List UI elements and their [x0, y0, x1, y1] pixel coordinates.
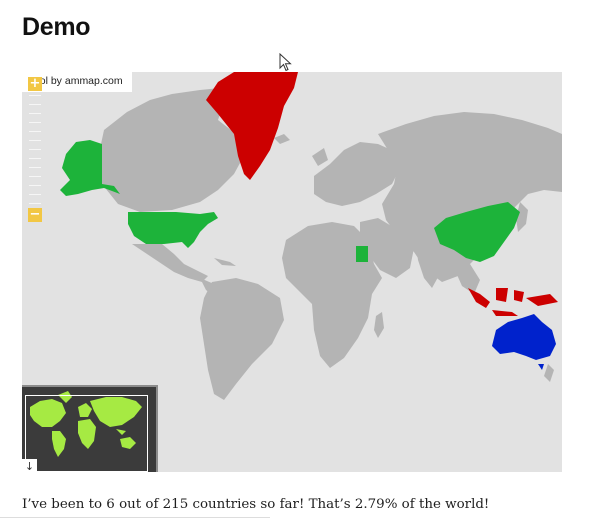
minimap-land [30, 391, 142, 457]
minimap-viewport[interactable] [25, 395, 148, 472]
zoom-slider-tick [29, 167, 41, 168]
region-russia-asia[interactable] [378, 112, 562, 282]
country-australia[interactable] [492, 314, 556, 370]
country-indonesia[interactable] [468, 288, 558, 316]
region-southeast-asia[interactable] [454, 264, 480, 294]
country-united-states[interactable] [128, 212, 218, 248]
region-iceland[interactable] [274, 134, 290, 144]
country-alaska[interactable] [60, 140, 120, 196]
zoom-out-button[interactable]: − [28, 207, 42, 222]
country-canada[interactable] [98, 88, 246, 212]
region-middle-east[interactable] [360, 218, 414, 278]
zoom-slider-tick [29, 95, 41, 96]
minimap-canvas[interactable] [22, 387, 156, 472]
zoom-slider-tick [29, 113, 41, 114]
world-map[interactable]: tool by ammap.com + − [22, 72, 562, 472]
zoom-slider-tick [29, 203, 41, 204]
zoom-slider[interactable] [29, 95, 41, 205]
bottom-divider [0, 517, 270, 518]
zoom-slider-tick [29, 122, 41, 123]
zoom-slider-tick [29, 185, 41, 186]
zoom-slider-tick [29, 131, 41, 132]
region-new-zealand[interactable] [544, 364, 554, 382]
region-japan[interactable] [516, 202, 528, 232]
region-india[interactable] [416, 242, 450, 288]
mouse-cursor-icon [279, 53, 292, 72]
map-credit[interactable]: tool by ammap.com [22, 72, 132, 92]
minimap[interactable]: ↓ [22, 385, 158, 472]
zoom-slider-tick [29, 194, 41, 195]
region-madagascar[interactable] [374, 312, 384, 338]
region-south-america[interactable] [200, 278, 284, 400]
zoom-in-button[interactable]: + [28, 76, 42, 91]
zoom-slider-tick [29, 149, 41, 150]
page-title: Demo [22, 13, 91, 41]
zoom-slider-tick [29, 158, 41, 159]
country-china[interactable] [434, 202, 520, 262]
country-greenland[interactable] [206, 72, 298, 180]
country-egypt[interactable] [356, 246, 368, 262]
travel-summary: I’ve been to 6 out of 215 countries so f… [22, 497, 490, 512]
zoom-control[interactable]: + − [28, 77, 42, 222]
country-mexico[interactable] [132, 244, 208, 282]
zoom-slider-tick [29, 104, 41, 105]
region-europe[interactable] [312, 142, 400, 206]
zoom-slider-tick [29, 176, 41, 177]
zoom-slider-tick [29, 140, 41, 141]
arrow-down-icon[interactable]: ↓ [22, 459, 37, 472]
